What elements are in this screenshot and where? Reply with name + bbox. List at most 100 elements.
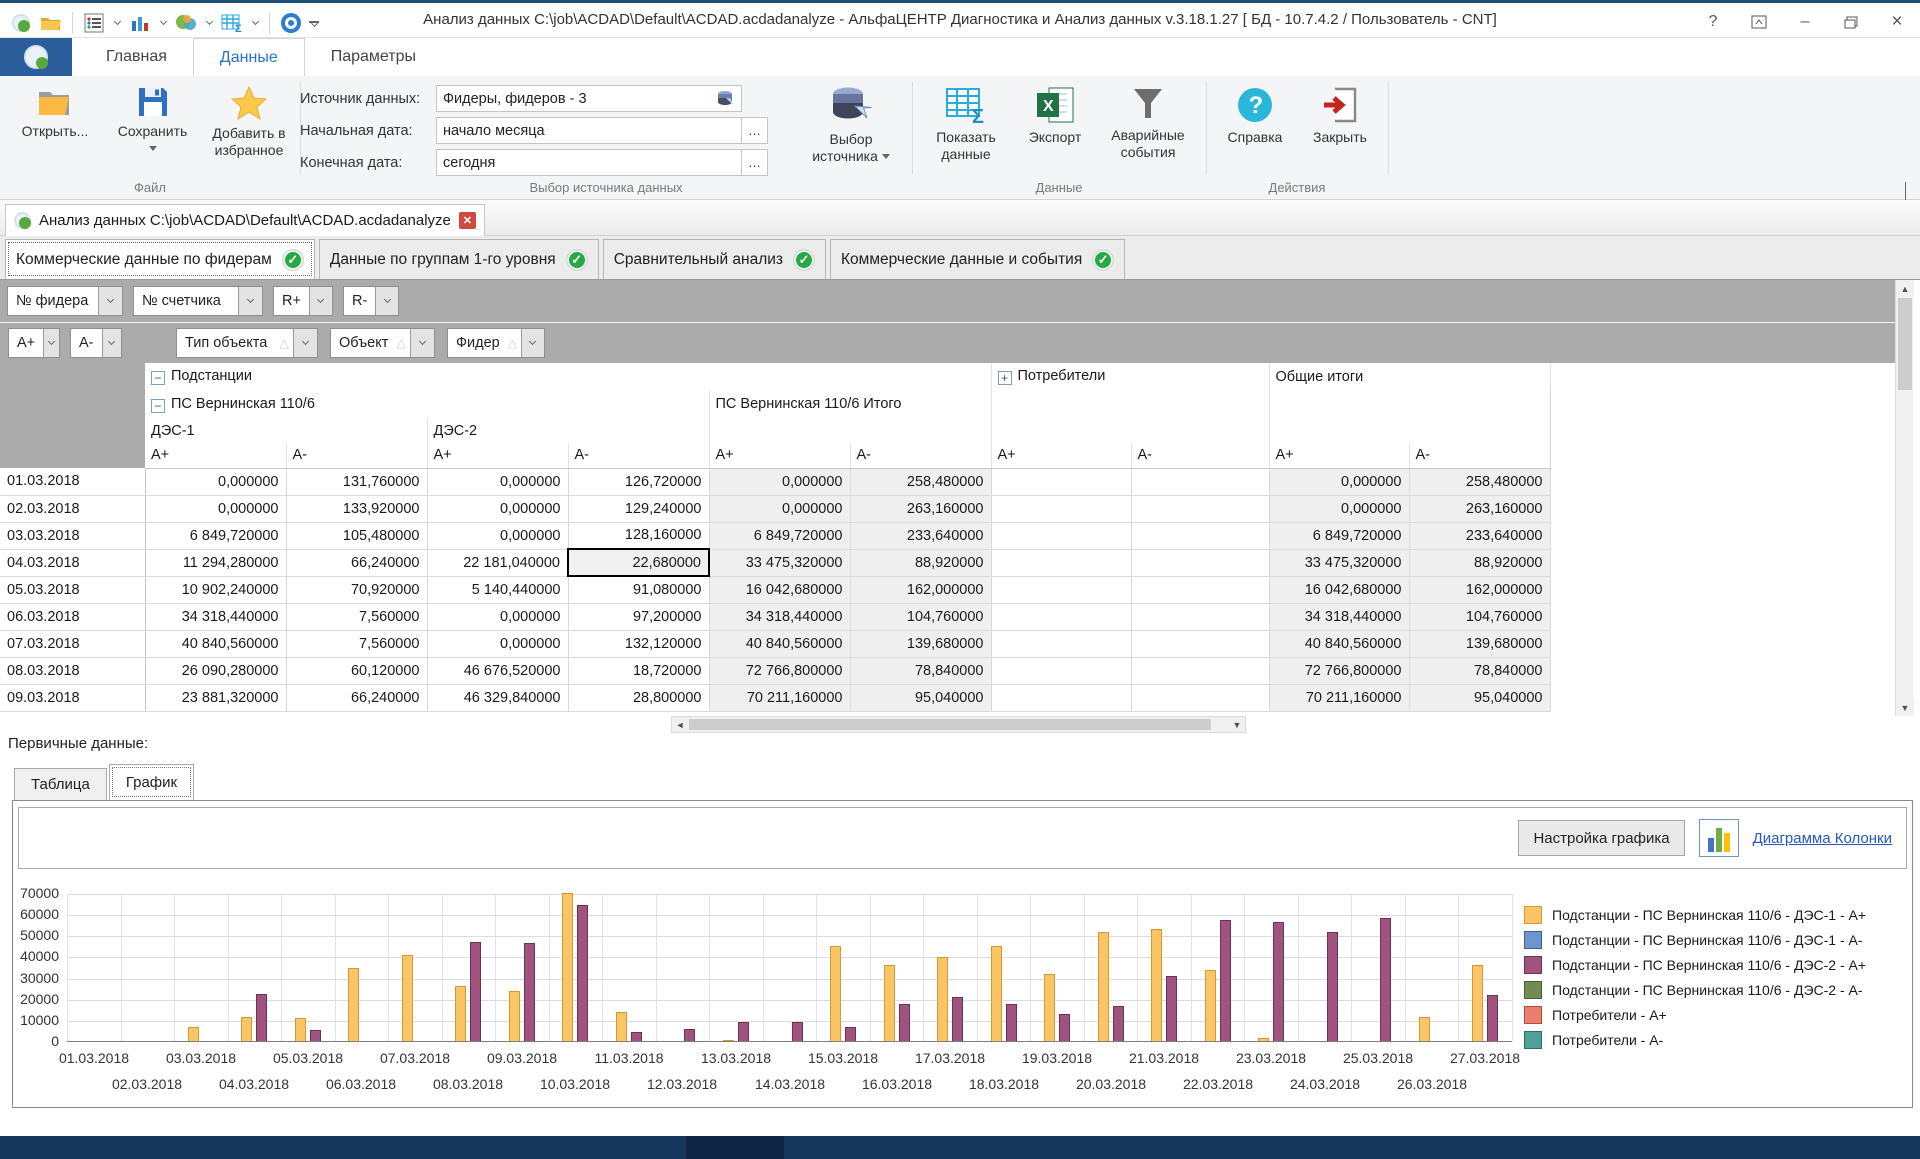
collapse-icon[interactable]: − <box>151 371 165 385</box>
help-button[interactable]: ? <box>1690 6 1736 38</box>
date-cell[interactable]: 06.03.2018 <box>0 603 145 630</box>
value-cell[interactable]: 22 181,040000 <box>427 549 568 576</box>
value-cell[interactable]: 46 676,520000 <box>427 657 568 684</box>
column-field-2[interactable]: Фидер△ <box>447 328 545 358</box>
value-cell[interactable]: 95,040000 <box>1409 684 1550 711</box>
value-cell[interactable]: 0,000000 <box>1269 468 1409 495</box>
value-cell[interactable]: 40 840,560000 <box>145 630 286 657</box>
value-cell[interactable]: 70,920000 <box>286 576 427 603</box>
value-cell[interactable]: 132,120000 <box>568 630 709 657</box>
select-source-button[interactable]: Выбор источника <box>796 82 906 165</box>
alarm-events-button[interactable]: Аварийные события <box>1096 82 1200 161</box>
value-cell[interactable]: 0,000000 <box>1269 495 1409 522</box>
scrollbar-thumb[interactable] <box>689 719 1211 730</box>
end-date-ellipsis-button[interactable]: … <box>742 149 768 176</box>
value-cell[interactable]: 129,240000 <box>568 495 709 522</box>
value-cell[interactable] <box>991 495 1131 522</box>
date-cell[interactable]: 01.03.2018 <box>0 468 145 495</box>
value-cell[interactable]: 40 840,560000 <box>1269 630 1409 657</box>
value-cell[interactable]: 78,840000 <box>1409 657 1550 684</box>
value-cell[interactable] <box>991 522 1131 549</box>
filter-field-2[interactable]: R+ <box>273 286 333 316</box>
value-cell[interactable] <box>991 549 1131 576</box>
horizontal-scrollbar[interactable]: ◄ ▼ <box>671 716 1246 733</box>
add-favorite-button[interactable]: Добавить в избранное <box>203 82 295 159</box>
value-cell[interactable]: 34 318,440000 <box>1269 603 1409 630</box>
value-cell[interactable]: 0,000000 <box>427 630 568 657</box>
filter-dropdown[interactable] <box>521 329 544 357</box>
tab-parametry[interactable]: Параметры <box>305 38 442 76</box>
value-cell[interactable]: 78,840000 <box>850 657 991 684</box>
value-cell[interactable]: 16 042,680000 <box>1269 576 1409 603</box>
help-reference-button[interactable]: ? Справка <box>1214 82 1296 146</box>
value-cell[interactable] <box>1131 522 1269 549</box>
scrollbar-thumb[interactable] <box>1898 298 1912 390</box>
value-cell[interactable] <box>1131 549 1269 576</box>
start-date-ellipsis-button[interactable]: … <box>742 117 768 144</box>
value-cell[interactable] <box>1131 684 1269 711</box>
value-cell[interactable]: 162,000000 <box>850 576 991 603</box>
scroll-up-icon[interactable]: ▲ <box>1896 280 1914 297</box>
value-cell[interactable]: 128,160000 <box>568 522 709 549</box>
value-cell[interactable]: 33 475,320000 <box>709 549 850 576</box>
column-chart-icon[interactable] <box>1699 819 1739 857</box>
value-cell[interactable]: 139,680000 <box>850 630 991 657</box>
value-cell[interactable]: 7,560000 <box>286 630 427 657</box>
value-cell[interactable] <box>991 576 1131 603</box>
group-substations[interactable]: −Подстанции <box>145 363 991 390</box>
filter-dropdown[interactable] <box>375 287 398 315</box>
date-cell[interactable]: 05.03.2018 <box>0 576 145 603</box>
value-cell[interactable]: 104,760000 <box>850 603 991 630</box>
taskbar-item[interactable] <box>686 1136 784 1159</box>
document-close-icon[interactable]: ✕ <box>459 212 476 229</box>
application-button[interactable] <box>0 38 72 76</box>
value-cell[interactable]: 88,920000 <box>850 549 991 576</box>
value-cell[interactable]: 72 766,800000 <box>1269 657 1409 684</box>
date-cell[interactable]: 08.03.2018 <box>0 657 145 684</box>
value-cell[interactable]: 70 211,160000 <box>1269 684 1409 711</box>
scroll-down-icon[interactable]: ▼ <box>1896 699 1914 716</box>
value-cell[interactable]: 72 766,800000 <box>709 657 850 684</box>
value-cell[interactable] <box>1131 630 1269 657</box>
value-cell[interactable] <box>1131 657 1269 684</box>
value-cell[interactable]: 40 840,560000 <box>709 630 850 657</box>
value-cell[interactable]: 0,000000 <box>427 603 568 630</box>
value-cell[interactable]: 6 849,720000 <box>709 522 850 549</box>
filter-field-1[interactable]: № счетчика <box>133 286 263 316</box>
chart-settings-button[interactable]: Настройка графика <box>1518 820 1684 856</box>
value-cell[interactable] <box>991 468 1131 495</box>
value-cell[interactable]: 10 902,240000 <box>145 576 286 603</box>
value-cell[interactable]: 105,480000 <box>286 522 427 549</box>
group-feeder-des2[interactable]: ДЭС-2 <box>427 418 709 443</box>
filter-field-0[interactable]: № фидера <box>7 286 123 316</box>
value-cell[interactable]: 60,120000 <box>286 657 427 684</box>
filter-dropdown[interactable] <box>102 329 122 357</box>
tab-dannye[interactable]: Данные <box>193 38 305 76</box>
value-cell[interactable]: 34 318,440000 <box>709 603 850 630</box>
value-cell[interactable]: 0,000000 <box>145 468 286 495</box>
start-date-input[interactable]: начало месяца <box>436 117 742 144</box>
chart-type-link[interactable]: Диаграмма Колонки <box>1753 830 1892 847</box>
value-cell[interactable] <box>1131 576 1269 603</box>
value-cell[interactable]: 258,480000 <box>850 468 991 495</box>
value-cell[interactable]: 133,920000 <box>286 495 427 522</box>
filter-dropdown[interactable] <box>238 287 262 315</box>
end-date-input[interactable]: сегодня <box>436 149 742 176</box>
filter-dropdown[interactable] <box>98 287 122 315</box>
value-cell[interactable]: 0,000000 <box>427 495 568 522</box>
value-cell[interactable]: 28,800000 <box>568 684 709 711</box>
value-cell[interactable]: 33 475,320000 <box>1269 549 1409 576</box>
vertical-scrollbar[interactable]: ▲ ▼ <box>1895 280 1913 716</box>
date-cell[interactable]: 02.03.2018 <box>0 495 145 522</box>
close-document-button[interactable]: Закрыть <box>1300 82 1380 146</box>
value-cell[interactable]: 263,160000 <box>1409 495 1550 522</box>
value-cell[interactable]: 88,920000 <box>1409 549 1550 576</box>
filter-field-3[interactable]: R- <box>343 286 399 316</box>
select-source-dropdown-arrow[interactable] <box>882 154 890 159</box>
view-tab-1[interactable]: Данные по группам 1-го уровня✓ <box>319 239 599 279</box>
save-button[interactable]: Сохранить <box>105 82 200 151</box>
value-cell[interactable]: 46 329,840000 <box>427 684 568 711</box>
value-cell[interactable] <box>991 630 1131 657</box>
value-cell[interactable]: 6 849,720000 <box>145 522 286 549</box>
data-field-1[interactable]: A- <box>70 328 122 358</box>
